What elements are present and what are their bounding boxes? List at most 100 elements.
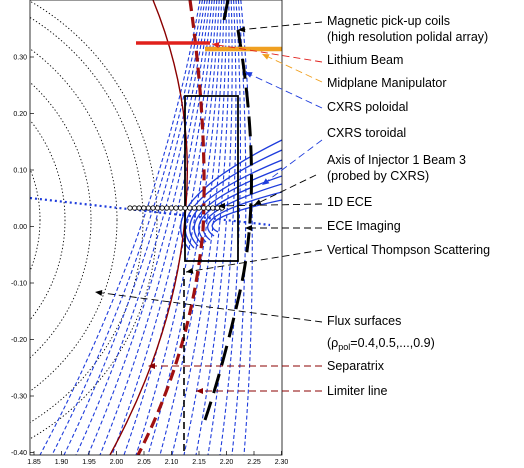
cxrs-poloidal-los — [240, 0, 253, 455]
ece-channel — [196, 205, 202, 211]
annotation-arrowhead — [262, 54, 270, 60]
y-tick-label: -0.30 — [11, 394, 27, 401]
annotation-arrowhead — [245, 72, 253, 78]
annotation-arrowhead — [262, 178, 270, 185]
label-lim: Limiter line — [327, 384, 387, 398]
label-flux-rho: (ρpol=0.4,0.5,...,0.9) — [327, 336, 435, 352]
annotation-arrowhead — [95, 289, 103, 296]
x-tick-label: 2.20 — [220, 459, 234, 466]
x-tick-label: 1.90 — [55, 459, 69, 466]
x-tick-label: 2.05 — [137, 459, 151, 466]
cxrs-poloidal-los — [39, 0, 201, 455]
ece-channel — [127, 205, 133, 211]
label-li: Lithium Beam — [327, 53, 403, 67]
label-mag: Magnetic pick-up coils — [327, 14, 450, 28]
x-tick-label: 2.10 — [165, 459, 179, 466]
ece-channel — [173, 205, 179, 211]
cxrs-toroidal-chord — [207, 191, 282, 237]
cxrs-poloidal-los — [135, 0, 220, 455]
ece-channel — [205, 205, 211, 211]
cxrs-toroidal-chord — [198, 175, 282, 243]
wall-top-segment — [222, 0, 230, 21]
y-tick-label: 0.00 — [13, 224, 27, 231]
cxrs-poloidal-los — [207, 0, 237, 455]
x-tick-label: 2.30 — [275, 459, 289, 466]
cxrs-toroidal-chord — [189, 159, 282, 247]
label-manip: Midplane Manipulator — [327, 76, 447, 90]
x-tick-label: 2.25 — [247, 459, 261, 466]
flux-surface-5 — [30, 48, 118, 392]
cxrs-poloidal-los — [87, 0, 211, 455]
y-tick-label: -0.40 — [11, 450, 27, 457]
x-tick-label: 2.15 — [192, 459, 206, 466]
ece-channel — [168, 205, 174, 211]
x-tick-label: 1.95 — [82, 459, 96, 466]
cxrs-poloidal-los — [63, 0, 206, 455]
flux-surface-3 — [30, 119, 66, 321]
y-tick-label: -0.10 — [11, 281, 27, 288]
cxrs-toroidal-chords — [180, 139, 282, 251]
y-tick-label: 0.30 — [13, 55, 27, 62]
annotation-leader-line — [261, 139, 323, 186]
label-vts: Vertical Thompson Scattering — [327, 243, 490, 257]
x-tick-label: 1.85 — [27, 459, 41, 466]
label-ece1d: 1D ECE — [327, 195, 372, 209]
y-tick-label: -0.20 — [11, 337, 27, 344]
ece-channel — [136, 205, 142, 211]
y-tick-label: 0.20 — [13, 111, 27, 118]
annotation-arrowhead — [238, 26, 246, 33]
x-axis-ticks: 1.85 1.90 1.95 2.00 2.05 2.10 2.15 2.20 2.25 2.30 — [27, 451, 288, 466]
ece-channel — [150, 205, 156, 211]
x-tick-label: 2.00 — [110, 459, 124, 466]
annotation-leader-line — [261, 53, 323, 83]
cxrs-poloidal-los — [183, 0, 230, 455]
cxrs-toroidal-chord — [184, 149, 282, 249]
ece-channel — [155, 205, 161, 211]
annotation-leader-line — [244, 71, 323, 109]
annotation-arrowhead — [212, 42, 220, 49]
annotation-labels: Magnetic pick-up coils (high resolution p… — [327, 14, 490, 398]
label-flux: Flux surfaces — [327, 314, 401, 328]
flux-surface-1 — [0, 110, 15, 330]
annotation-leader-line — [217, 203, 323, 207]
annotation-arrowhead — [254, 199, 262, 205]
cxrs-poloidal-los — [159, 0, 225, 455]
annotation-leader-line — [94, 291, 323, 323]
ece-channel — [187, 205, 193, 211]
flux-surface-4 — [30, 81, 92, 359]
y-tick-label: 0.10 — [13, 168, 27, 175]
plot-frame — [29, 0, 283, 456]
annotation-leader-line — [185, 249, 323, 273]
y-axis-ticks: 0.30 0.20 0.10 0.00 -0.10 -0.20 -0.30 -0.40 — [11, 55, 34, 457]
label-ecei: ECE Imaging — [327, 219, 401, 233]
cxrs-poloidal-los — [195, 0, 233, 455]
label-cxt: CXRS toroidal — [327, 126, 406, 140]
label-mag-line2: (high resolution polidal array) — [327, 30, 488, 44]
ece-1d-channels — [127, 205, 225, 211]
annotation-arrowhead — [186, 267, 194, 274]
cxrs-poloidal-los — [123, 0, 218, 455]
injector-beam-axis — [30, 196, 271, 227]
label-sep: Separatrix — [327, 359, 385, 373]
annotation-arrowhead — [218, 202, 226, 209]
flux-surface-7 — [30, 0, 158, 440]
annotation-arrows — [94, 21, 323, 394]
cxrs-poloidal-los — [51, 0, 203, 455]
flux-surface-2 — [30, 167, 41, 273]
annotation-arrowhead — [245, 225, 252, 231]
ece-imaging-box — [184, 95, 239, 262]
ece-channel — [164, 205, 170, 211]
ece-channel — [145, 205, 151, 211]
cxrs-poloidal-los — [219, 0, 242, 455]
ece-channel — [159, 205, 165, 211]
cxrs-poloidal-los — [231, 0, 247, 455]
ece-channel — [201, 205, 207, 211]
plot-content — [0, 0, 282, 455]
ece-channel — [191, 205, 197, 211]
ece-channel — [132, 205, 138, 211]
ece-channel — [141, 205, 147, 211]
annotation-leader-line — [237, 21, 323, 31]
cxrs-toroidal-chord — [202, 183, 282, 241]
cxrs-poloidal-los — [99, 0, 213, 455]
